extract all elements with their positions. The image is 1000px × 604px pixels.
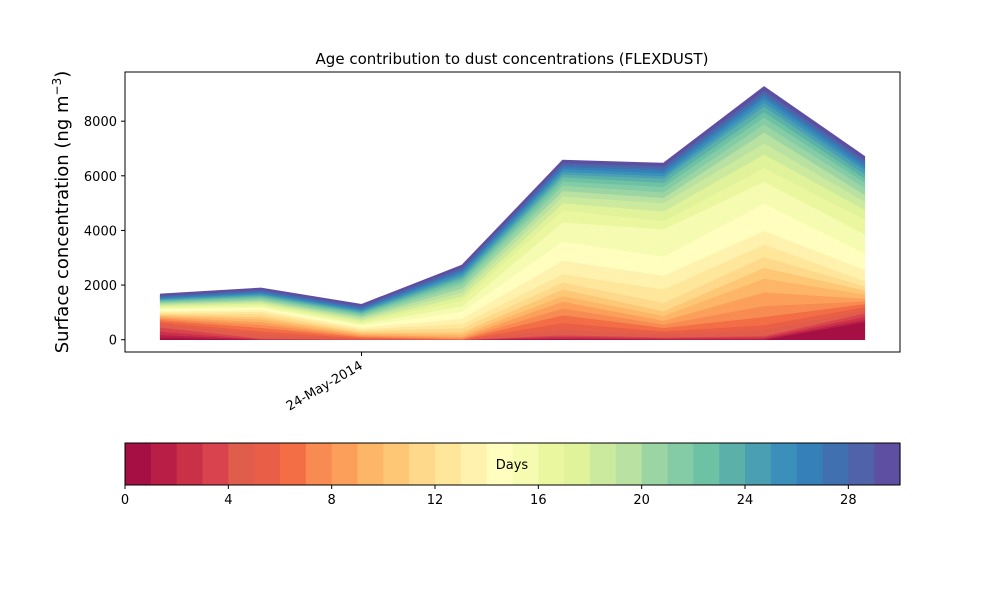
colorbar-segment-6 <box>280 443 307 485</box>
colorbar-segment-19 <box>615 443 643 485</box>
colorbar-segment-16 <box>538 443 565 485</box>
colorbar-tick-label: 0 <box>121 493 129 508</box>
colorbar-segment-12 <box>435 443 462 485</box>
colorbar-segment-5 <box>254 443 281 485</box>
colorbar-segment-26 <box>796 443 824 485</box>
colorbar-segment-22 <box>693 443 720 485</box>
colorbar-segment-27 <box>822 443 849 485</box>
y-tick-label: 8000 <box>84 115 117 130</box>
colorbar: 0 4 8 12 16 20 24 28 <box>121 443 901 508</box>
colorbar-segment-17 <box>564 443 591 485</box>
colorbar-segment-18 <box>590 443 617 485</box>
colorbar-segment-4 <box>228 443 255 485</box>
colorbar-segment-1 <box>150 443 178 485</box>
colorbar-segment-3 <box>202 443 229 485</box>
colorbar-segment-7 <box>305 443 333 485</box>
colorbar-tick-label: 24 <box>737 493 754 508</box>
colorbar-tick-label: 28 <box>840 493 857 508</box>
colorbar-segment-13 <box>460 443 488 485</box>
colorbar-segment-21 <box>667 443 694 485</box>
chart-title: Age contribution to dust concentrations … <box>316 50 709 68</box>
colorbar-tick-label: 4 <box>224 493 232 508</box>
y-tick-label: 4000 <box>84 224 117 239</box>
colorbar-segment-14 <box>486 443 514 485</box>
colorbar-segment-11 <box>409 443 436 485</box>
colorbar-segment-10 <box>383 443 410 485</box>
colorbar-segment-20 <box>641 443 669 485</box>
colorbar-segment-0 <box>125 443 152 485</box>
colorbar-tick-label: 16 <box>530 493 547 508</box>
colorbar-label: Days <box>496 458 529 473</box>
colorbar-segment-15 <box>512 443 539 485</box>
plot-frame <box>124 71 901 353</box>
y-tick-label: 0 <box>109 334 117 349</box>
y-tick-label: 2000 <box>84 279 117 294</box>
x-axis: 24-May-2014 <box>284 352 366 414</box>
stacked-area-layers <box>159 86 866 341</box>
colorbar-segment-24 <box>745 443 772 485</box>
y-axis: 0 2000 4000 6000 8000 <box>84 115 125 349</box>
colorbar-tick-label: 12 <box>427 493 444 508</box>
colorbar-segment-9 <box>357 443 384 485</box>
colorbar-segment-23 <box>719 443 746 485</box>
y-tick-label: 6000 <box>84 170 117 185</box>
total-outline <box>160 86 866 307</box>
colorbar-segment-2 <box>176 443 204 485</box>
x-tick-label: 24-May-2014 <box>284 358 366 414</box>
colorbar-frame <box>124 442 901 486</box>
colorbar-segment-29 <box>874 443 901 485</box>
colorbar-segment-25 <box>770 443 798 485</box>
colorbar-segment-8 <box>331 443 359 485</box>
colorbar-tick-label: 8 <box>328 493 336 508</box>
y-axis-label: Surface concentration (ng m−3) <box>50 71 73 354</box>
colorbar-tick-label: 20 <box>633 493 650 508</box>
colorbar-segment-28 <box>848 443 875 485</box>
